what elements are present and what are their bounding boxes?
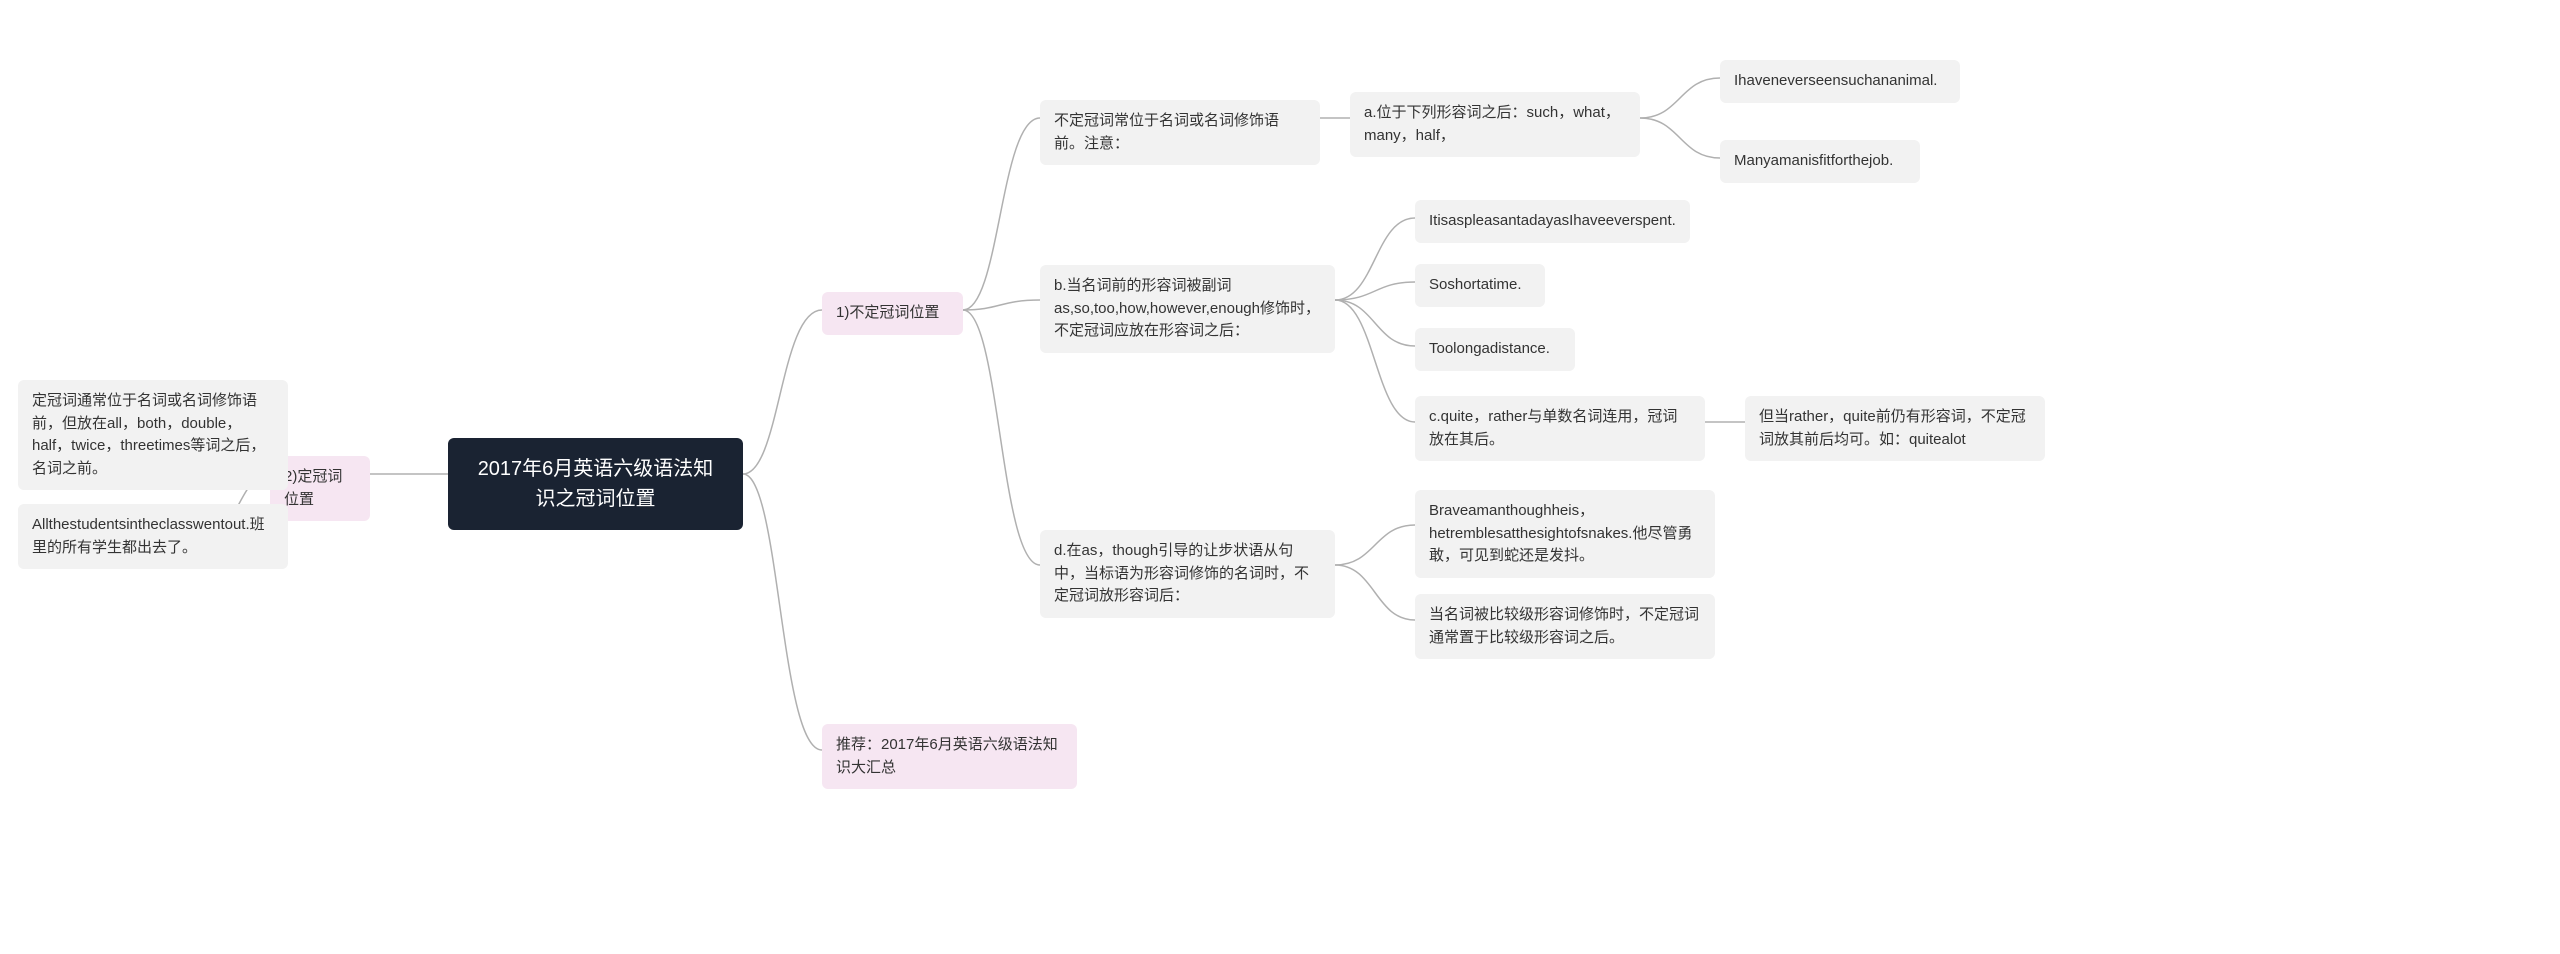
d-label-node: d.在as，though引导的让步状语从句中，当标语为形容词修饰的名词时，不定冠… (1040, 530, 1335, 618)
section2-ex2-node: Allthestudentsintheclasswentout.班里的所有学生都… (18, 504, 288, 569)
a-label-node: a.位于下列形容词之后：such，what，many，half， (1350, 92, 1640, 157)
section1-node: 1)不定冠词位置 (822, 292, 963, 335)
c-ex1-node: 但当rather，quite前仍有形容词，不定冠词放其前后均可。如：quitea… (1745, 396, 2045, 461)
b-label-node: b.当名词前的形容词被副词as,so,too,how,however,enoug… (1040, 265, 1335, 353)
a-ex2-node: Manyamanisfitforthejob. (1720, 140, 1920, 183)
b-ex3-node: Toolongadistance. (1415, 328, 1575, 371)
c-label-node: c.quite，rather与单数名词连用，冠词放在其后。 (1415, 396, 1705, 461)
section2-ex1-node: 定冠词通常位于名词或名词修饰语前，但放在all，both，double，half… (18, 380, 288, 490)
d-ex2-node: 当名词被比较级形容词修饰时，不定冠词通常置于比较级形容词之后。 (1415, 594, 1715, 659)
b-ex1-node: ItisaspleasantadayasIhaveeverspent. (1415, 200, 1690, 243)
root-node: 2017年6月英语六级语法知识之冠词位置 (448, 438, 743, 530)
a-intro-node: 不定冠词常位于名词或名词修饰语前。注意： (1040, 100, 1320, 165)
recommend-node: 推荐：2017年6月英语六级语法知识大汇总 (822, 724, 1077, 789)
d-ex1-node: Braveamanthoughheis，hetremblesatthesight… (1415, 490, 1715, 578)
b-ex2-node: Soshortatime. (1415, 264, 1545, 307)
a-ex1-node: Ihaveneverseensuchananimal. (1720, 60, 1960, 103)
